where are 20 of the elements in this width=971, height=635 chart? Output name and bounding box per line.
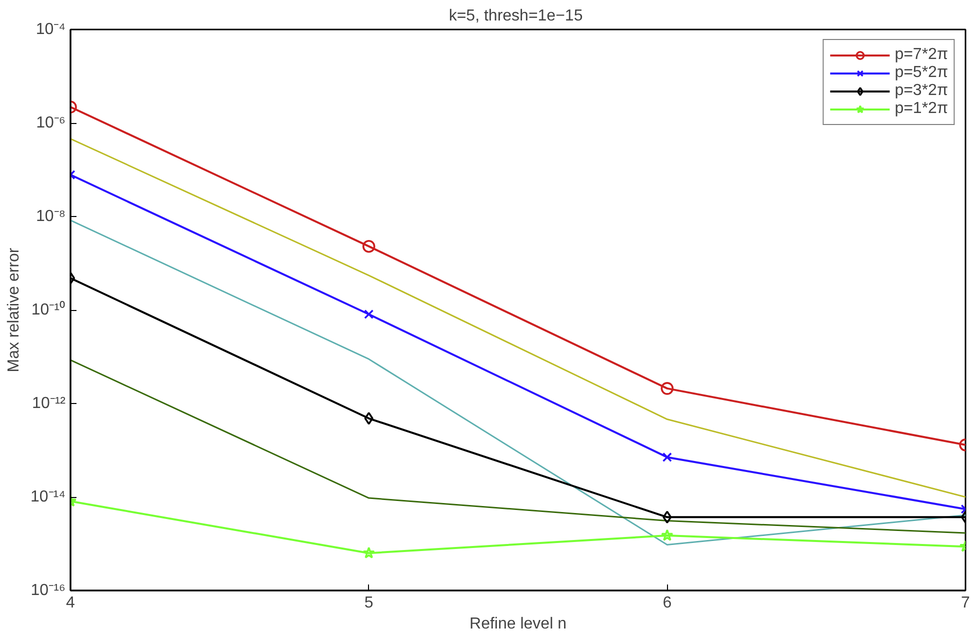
line-series bbox=[70, 359, 966, 534]
x-tick-label: 6 bbox=[662, 594, 672, 612]
y-tick-label: 10⁻¹⁰ bbox=[31, 300, 66, 318]
x-axis-title: Refine level n bbox=[470, 616, 566, 632]
y-tick-label: 10⁻¹⁶ bbox=[30, 582, 66, 599]
x-tick-label: 5 bbox=[364, 594, 374, 612]
x-tick-label: 4 bbox=[66, 594, 76, 612]
x-tick-label: 7 bbox=[961, 594, 970, 612]
line-series bbox=[70, 220, 966, 546]
y-tick-label: 10⁻⁴ bbox=[36, 21, 66, 38]
legend-label: p=7*2π bbox=[894, 46, 948, 64]
chart-title: k=5, thresh=1e−15 bbox=[448, 8, 583, 24]
y-axis-title: Max relative error bbox=[6, 247, 22, 372]
y-tick-label: 10⁻¹⁴ bbox=[30, 488, 66, 506]
legend-label: p=3*2π bbox=[894, 82, 948, 100]
legend-label: p=5*2π bbox=[894, 64, 948, 82]
y-tick-label: 10⁻⁶ bbox=[36, 114, 66, 132]
y-tick-label: 10⁻⁸ bbox=[36, 208, 66, 225]
y-tick-label: 10⁻¹² bbox=[32, 395, 66, 412]
legend-label: p=1*2π bbox=[894, 100, 948, 118]
